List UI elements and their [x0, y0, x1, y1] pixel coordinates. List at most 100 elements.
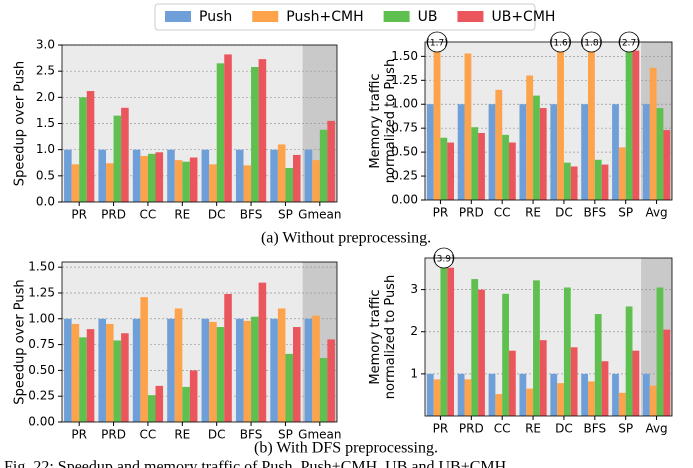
bar	[601, 361, 609, 416]
x-tick-label: DC	[208, 428, 226, 442]
bar	[440, 137, 448, 200]
bar	[533, 95, 540, 200]
bar	[539, 340, 547, 416]
y-tick-label: 1.25	[28, 285, 55, 299]
bar	[625, 42, 633, 200]
x-tick-label: BFS	[240, 208, 263, 222]
x-tick-label: SP	[618, 206, 633, 220]
bar	[588, 381, 595, 416]
y-tick-label: 0.75	[28, 337, 55, 351]
bar	[304, 149, 313, 202]
bar	[433, 42, 441, 200]
bar	[478, 132, 485, 200]
figure-caption: Fig. 22: Speedup and memory traffic of P…	[4, 459, 507, 468]
bar	[258, 59, 267, 202]
bar	[312, 315, 320, 422]
y-axis-label: Memory traffic	[368, 289, 383, 384]
bar	[457, 104, 465, 200]
x-tick-label: PR	[433, 206, 449, 220]
bar	[113, 115, 122, 202]
bar	[570, 166, 578, 200]
bar	[258, 282, 267, 422]
x-tick-label: BFS	[584, 422, 607, 436]
bar	[224, 54, 232, 202]
x-tick-label: PRD	[459, 206, 484, 220]
bar	[508, 350, 516, 416]
bar	[464, 53, 472, 200]
bar	[447, 267, 455, 416]
bar	[663, 329, 671, 416]
bar	[649, 67, 657, 200]
bar	[140, 155, 148, 202]
bar	[447, 142, 455, 200]
bar	[594, 159, 602, 200]
y-tick-label: 1.50	[28, 260, 55, 274]
x-tick-label: Gmean	[298, 208, 341, 222]
y-tick-label: 1.0	[36, 142, 55, 156]
y-tick-label: 0.5	[36, 168, 55, 182]
bar	[433, 379, 441, 416]
bar	[106, 163, 114, 202]
bars	[64, 282, 335, 422]
y-tick-label: 3.0	[36, 38, 55, 52]
bar	[270, 318, 278, 422]
bar	[327, 339, 335, 422]
bar	[588, 42, 595, 200]
bar	[656, 287, 664, 416]
bar	[550, 373, 558, 416]
bar	[327, 120, 335, 202]
x-tick-label: SP	[278, 428, 293, 442]
bar	[182, 161, 190, 202]
bar	[79, 337, 87, 422]
x-tick-label: PRD	[459, 422, 484, 436]
axes-frame	[61, 44, 338, 203]
x-tick-label: CC	[140, 208, 157, 222]
bar	[121, 107, 129, 202]
bar	[304, 318, 313, 422]
bar	[147, 153, 156, 202]
bar	[519, 104, 527, 200]
legend-label: UB	[418, 9, 438, 25]
x-tick-label: RE	[174, 428, 190, 442]
bar	[174, 308, 183, 422]
y-tick-label: 0.75	[391, 121, 418, 135]
bar	[488, 373, 496, 416]
bar	[581, 373, 589, 416]
bar	[526, 75, 534, 200]
bar	[167, 318, 175, 422]
bar	[612, 104, 619, 200]
bar	[209, 321, 217, 422]
bar	[293, 154, 301, 202]
x-tick-label: Avg	[645, 422, 667, 436]
y-tick-label: 0.25	[28, 389, 55, 403]
bar	[201, 149, 210, 202]
bar	[132, 149, 141, 202]
bar	[632, 350, 640, 416]
bar	[581, 104, 589, 200]
x-tick-label: DC	[555, 206, 573, 220]
bar	[201, 318, 210, 422]
bar	[478, 289, 485, 416]
bar	[426, 373, 434, 416]
y-tick-label: 1.00	[391, 97, 418, 111]
bar	[563, 287, 571, 416]
axes-frame	[424, 41, 673, 201]
legend-label: Push	[199, 9, 232, 25]
y-axis-label: normalized to Push	[383, 275, 398, 399]
caption: (a) Without preprocessing.	[261, 230, 431, 247]
bar	[570, 347, 578, 416]
bar	[642, 104, 650, 200]
bar	[663, 130, 671, 200]
value-label: (1.8)	[581, 39, 602, 49]
bar	[155, 385, 164, 422]
y-tick-label: 0.50	[28, 363, 55, 377]
bar	[563, 162, 571, 200]
x-tick-label: CC	[494, 206, 511, 220]
bar	[216, 63, 225, 202]
legend-swatch	[165, 11, 191, 22]
bar	[557, 46, 564, 200]
y-tick-label: 2	[410, 324, 418, 338]
bar	[656, 108, 664, 200]
legend-swatch	[252, 11, 279, 22]
